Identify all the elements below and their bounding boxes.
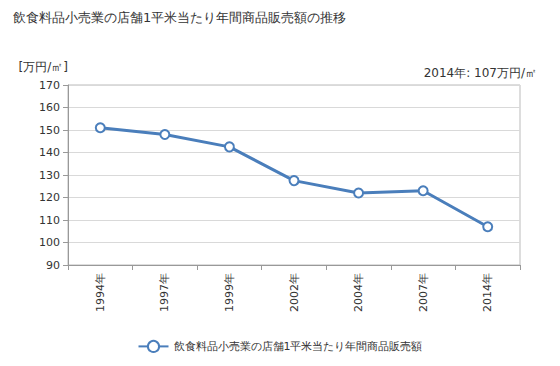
- svg-text:1997年: 1997年: [158, 273, 171, 312]
- svg-text:90: 90: [46, 259, 60, 272]
- svg-text:140: 140: [39, 146, 60, 159]
- svg-text:160: 160: [39, 101, 60, 114]
- svg-text:2004年: 2004年: [352, 273, 365, 312]
- svg-text:150: 150: [39, 124, 60, 137]
- svg-text:2014年: 107万円/㎡: 2014年: 107万円/㎡: [424, 66, 537, 80]
- svg-text:1999年: 1999年: [223, 273, 236, 312]
- svg-text:2007年: 2007年: [417, 273, 430, 312]
- svg-text:[万円/㎡]: [万円/㎡]: [19, 60, 68, 74]
- svg-text:170: 170: [39, 79, 60, 92]
- svg-text:120: 120: [39, 191, 60, 204]
- svg-text:130: 130: [39, 169, 60, 182]
- svg-text:100: 100: [39, 236, 60, 249]
- svg-text:2014年: 2014年: [481, 273, 494, 312]
- svg-text:飲食料品小売業の店舗1平米当たり年間商品販売額: 飲食料品小売業の店舗1平米当たり年間商品販売額: [174, 340, 423, 353]
- svg-text:飲食料品小売業の店舗1平米当たり年間商品販売額の推移: 飲食料品小売業の店舗1平米当たり年間商品販売額の推移: [13, 10, 346, 25]
- svg-text:1994年: 1994年: [94, 273, 107, 312]
- svg-text:2002年: 2002年: [288, 273, 301, 312]
- svg-text:110: 110: [39, 214, 60, 227]
